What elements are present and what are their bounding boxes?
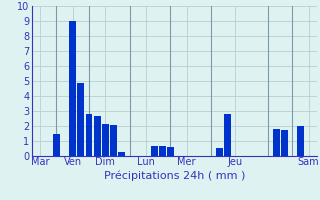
Bar [224, 114, 231, 156]
Bar [77, 82, 84, 156]
Bar [53, 134, 60, 156]
Bar [216, 148, 223, 156]
Bar [281, 130, 288, 156]
Bar [151, 146, 157, 156]
X-axis label: Précipitations 24h ( mm ): Précipitations 24h ( mm ) [104, 170, 245, 181]
Bar [297, 126, 304, 156]
Bar [167, 147, 174, 156]
Bar [85, 114, 92, 156]
Bar [94, 116, 100, 156]
Bar [273, 129, 280, 156]
Bar [110, 124, 117, 156]
Bar [102, 124, 109, 156]
Bar [118, 152, 125, 156]
Bar [159, 146, 166, 156]
Bar [69, 21, 76, 156]
